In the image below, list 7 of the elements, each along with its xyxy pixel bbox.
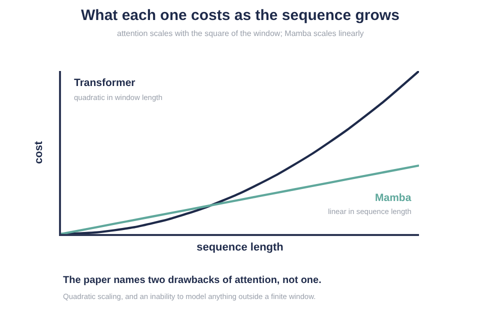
- x-axis-title: sequence length: [196, 242, 284, 254]
- chart-subtitle: attention scales with the square of the window; Mamba scales linearly: [117, 29, 364, 38]
- y-axis-title: cost: [33, 140, 46, 164]
- chart-title: What each one costs as the sequence grows: [81, 7, 400, 24]
- series-label: Mamba: [375, 192, 412, 204]
- text: Transformer: [74, 77, 136, 89]
- text: The paper names two drawbacks of attention, not one.: [63, 275, 322, 286]
